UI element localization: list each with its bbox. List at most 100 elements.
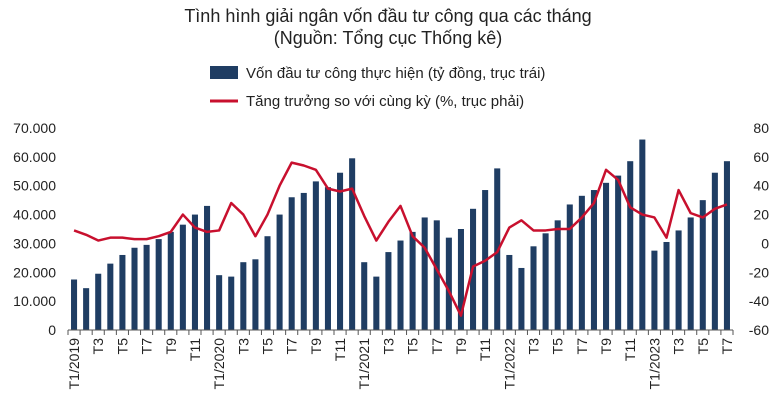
- legend-label-bar: Vốn đầu tư công thực hiện (tỷ đồng, trục…: [246, 65, 545, 82]
- bar: [421, 217, 428, 330]
- x-tick-label: T7: [719, 338, 735, 355]
- bar: [615, 175, 622, 330]
- x-tick-label: T11: [332, 338, 348, 361]
- y-right-tick-label: -20: [749, 264, 769, 280]
- y-left-tick-label: 0: [48, 322, 56, 338]
- x-tick-label: T9: [308, 338, 324, 355]
- bar: [312, 181, 319, 330]
- x-tick-label: T11: [622, 338, 638, 361]
- bar: [566, 204, 573, 330]
- y-right-tick-label: 20: [753, 207, 769, 223]
- x-tick-label: T5: [260, 338, 276, 355]
- x-tick-label: T1/2021: [356, 338, 372, 390]
- bar: [155, 239, 162, 330]
- bar: [300, 192, 307, 330]
- x-tick-label: T11: [187, 338, 203, 361]
- bar: [603, 182, 610, 330]
- bar: [71, 279, 78, 330]
- bar: [590, 190, 597, 330]
- y-axis-left: 0 10.000 20.000 30.000 40.000 50.000 60.000 70.…: [13, 120, 56, 338]
- y-right-tick-label: 0: [761, 235, 769, 251]
- bar: [433, 220, 440, 330]
- bar: [494, 168, 501, 330]
- y-left-tick-label: 20.000: [13, 264, 56, 280]
- x-tick-label: T7: [574, 338, 590, 355]
- bar: [337, 172, 344, 330]
- bar-series: [71, 139, 730, 330]
- bar: [119, 254, 126, 330]
- bar: [518, 267, 525, 330]
- x-tick-label: T9: [163, 338, 179, 355]
- x-tick-label: T1/2020: [211, 338, 227, 390]
- bar: [445, 237, 452, 330]
- growth-line: [73, 161, 728, 317]
- bar: [264, 236, 271, 330]
- bar: [167, 231, 174, 330]
- chart-subtitle: (Nguồn: Tổng cục Thống kê): [274, 28, 502, 48]
- bar: [578, 195, 585, 330]
- legend-swatch-bar: [210, 66, 238, 79]
- bar: [627, 161, 634, 330]
- x-tick-label: T9: [598, 338, 614, 355]
- x-axis: T1/2019 T3 T5 T7 T9 T11 T1/2020 T3 T5 T7 T9 T11 T1/2…: [66, 329, 735, 390]
- x-tick-label: T3: [380, 338, 396, 355]
- bar: [397, 240, 404, 330]
- x-tick-label: T5: [405, 338, 421, 355]
- y-left-tick-label: 40.000: [13, 207, 56, 223]
- legend-label-line: Tăng trưởng so với cùng kỳ (%, trục phải…: [246, 93, 524, 110]
- x-tick-label: T7: [284, 338, 300, 355]
- x-tick-label: T7: [139, 338, 155, 355]
- y-left-tick-label: 60.000: [13, 149, 56, 165]
- bar: [409, 231, 416, 330]
- bar: [191, 214, 198, 330]
- bar: [639, 139, 646, 330]
- bar: [240, 262, 247, 330]
- bar: [373, 276, 380, 330]
- y-right-tick-label: -40: [749, 293, 769, 309]
- bar: [228, 276, 235, 330]
- x-tick-label: T5: [550, 338, 566, 355]
- x-tick-label: T1/2019: [66, 338, 82, 390]
- bar: [204, 205, 211, 330]
- bar: [699, 200, 706, 330]
- bar: [457, 229, 464, 330]
- bar: [107, 263, 114, 330]
- y-right-tick-label: 80: [753, 120, 769, 136]
- y-right-tick-label: -60: [749, 322, 769, 338]
- y-left-tick-label: 70.000: [13, 120, 56, 136]
- x-tick-label: T7: [429, 338, 445, 355]
- y-left-tick-label: 50.000: [13, 178, 56, 194]
- x-tick-label: T3: [235, 338, 251, 355]
- bar: [216, 275, 223, 330]
- bar: [143, 244, 150, 330]
- chart-title: Tình hình giải ngân vốn đầu tư công qua …: [184, 6, 591, 26]
- y-left-tick-label: 10.000: [13, 293, 56, 309]
- bar: [651, 250, 658, 330]
- bar: [179, 224, 186, 330]
- bar: [663, 241, 670, 330]
- x-tick-label: T3: [526, 338, 542, 355]
- bar: [83, 288, 90, 330]
- bar: [506, 254, 513, 330]
- x-tick-label: T9: [453, 338, 469, 355]
- bar: [542, 233, 549, 330]
- bar: [723, 161, 730, 330]
- bar: [711, 172, 718, 330]
- x-tick-label: T11: [477, 338, 493, 361]
- bar: [131, 247, 138, 330]
- bar: [554, 220, 561, 330]
- bar: [324, 187, 331, 330]
- bar: [288, 197, 295, 330]
- x-tick-label: T3: [671, 338, 687, 355]
- bar: [675, 230, 682, 330]
- x-tick-label: T1/2023: [646, 338, 662, 390]
- y-left-tick-label: 30.000: [13, 235, 56, 251]
- x-tick-label: T5: [695, 338, 711, 355]
- bar: [530, 246, 537, 330]
- x-tick-label: T3: [90, 338, 106, 355]
- bar: [361, 262, 368, 330]
- bar: [349, 158, 356, 330]
- line-series: [73, 161, 728, 317]
